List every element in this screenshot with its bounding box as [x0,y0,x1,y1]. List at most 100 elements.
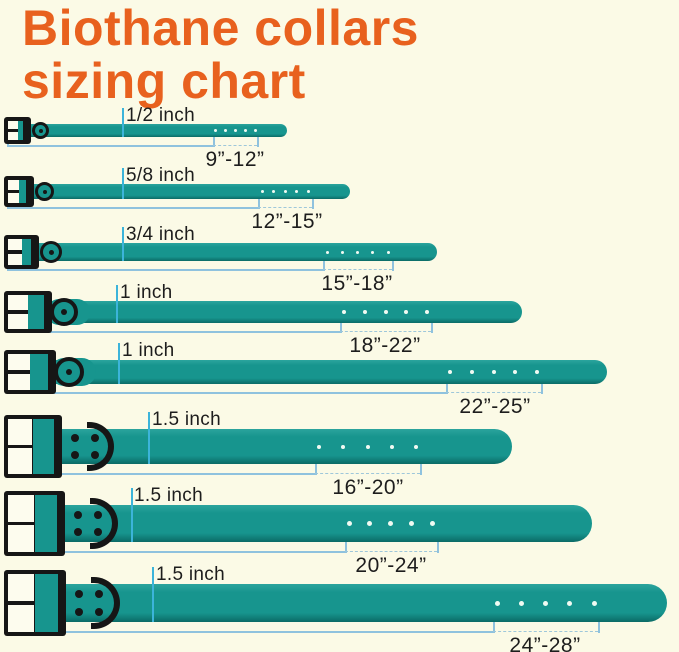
size-range-label: 9”-12” [205,148,265,171]
adjustment-hole [234,129,237,132]
adjustment-hole [284,190,287,193]
buckle-window [8,314,28,329]
buckle-window [8,354,30,370]
buckle-window [8,180,21,190]
adjustment-hole [414,445,418,449]
page-title: Biothane collars sizing chart [22,2,419,108]
adjustment-hole [317,445,321,449]
measure-tick-right [257,136,259,147]
width-tick [122,108,124,137]
width-label: 1 inch [120,282,173,303]
measure-tick-left [493,622,495,633]
adjustment-hole [254,129,257,132]
collar-strap [8,243,437,261]
ring-prong-dot [66,369,72,375]
adjustment-hole [371,251,374,254]
measure-dashed [493,631,598,632]
adjustment-hole [214,129,217,132]
measure-line [7,269,323,271]
collar-strap [8,301,522,323]
adjustment-hole [543,601,548,606]
adjustment-hole [272,190,275,193]
width-tick [148,412,150,464]
measure-tick-right [312,198,314,209]
measure-tick-left [315,464,317,475]
measure-tick-right [420,464,422,475]
d-ring-icon [87,422,114,471]
buckle-window [8,448,32,474]
adjustment-hole [244,129,247,132]
buckle-window [8,495,34,522]
adjustment-hole [326,251,329,254]
adjustment-hole [224,129,227,132]
measure-dashed [315,473,420,474]
measure-tick-left [258,198,260,209]
adjustment-hole [387,251,390,254]
collar-strap [8,124,287,137]
measure-line [7,207,258,209]
buckle-window [8,121,19,129]
ring-prong-dot [61,309,67,315]
size-range-label: 18”-22” [349,334,421,357]
adjustment-hole [307,190,310,193]
width-label: 1.5 inch [152,409,221,430]
width-tick [116,285,118,323]
adjustment-hole [295,190,298,193]
buckle-strap-loop [30,354,48,390]
adjustment-hole [519,601,524,606]
ring-prong-dot [39,129,43,133]
width-label: 1 inch [122,340,175,361]
collar-strap [8,360,607,384]
measure-line [7,473,315,475]
buckle-window [8,254,23,265]
width-tick [118,343,120,384]
adjustment-hole [341,445,345,449]
measure-line [7,331,340,333]
measure-dashed [345,551,437,552]
adjustment-hole [430,521,435,526]
buckle-window [8,239,23,250]
measure-dashed [446,392,541,393]
size-range-label: 16”-20” [332,476,404,499]
measure-line [7,551,345,553]
adjustment-hole [390,445,394,449]
measure-dashed [340,331,431,332]
measure-tick-right [431,322,433,333]
adjustment-hole [366,445,370,449]
adjustment-hole [342,310,346,314]
size-range-label: 12”-15” [251,210,323,233]
size-range-label: 20”-24” [355,554,427,577]
size-range-label: 22”-25” [459,395,531,418]
width-label: 1/2 inch [126,105,195,126]
width-tick [122,168,124,199]
adjustment-hole [592,601,597,606]
buckle-window [8,132,19,140]
measure-tick-left [323,260,325,271]
buckle-window [8,374,30,390]
buckle-window [8,295,28,310]
rivet [71,451,79,459]
adjustment-hole [409,521,414,526]
rivet [75,590,83,598]
buckle-strap-loop [35,574,58,632]
d-ring-icon [91,577,120,629]
adjustment-hole [404,310,408,314]
size-range-label: 15”-18” [321,272,393,295]
buckle-strap-loop [35,495,57,552]
measure-tick-left [213,136,215,147]
measure-line [7,145,213,147]
width-tick [131,488,133,542]
adjustment-hole [495,601,500,606]
rivet [71,434,79,442]
adjustment-hole [425,310,429,314]
measure-line [7,631,493,633]
width-tick [152,567,154,622]
ring-prong-dot [49,250,54,255]
collar-strap [8,184,350,199]
width-label: 1.5 inch [134,485,203,506]
adjustment-hole [567,601,572,606]
measure-tick-right [541,383,543,394]
adjustment-hole [448,370,452,374]
measure-tick-right [437,542,439,553]
